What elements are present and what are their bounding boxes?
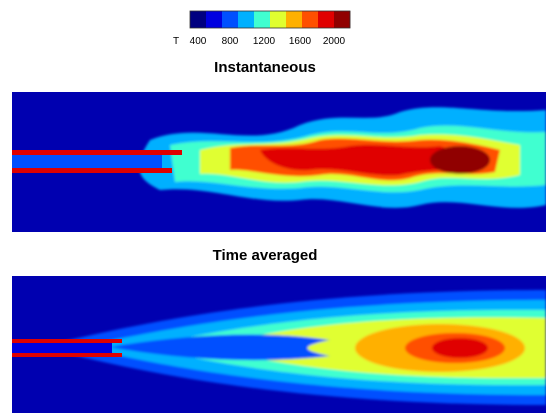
colorbar: 400 800 1200 1600 2000 [189, 10, 351, 47]
colorbar-segment [270, 11, 287, 28]
time-averaged-field [12, 276, 546, 413]
instantaneous-field [12, 92, 546, 232]
colorbar-segment [334, 11, 351, 28]
colorbar-segment [222, 11, 239, 28]
colorbar-segment [190, 11, 207, 28]
colorbar-tick: 800 [222, 36, 239, 47]
colorbar-label: T [173, 36, 179, 47]
colorbar-tick: 400 [190, 36, 207, 47]
colorbar-segment [318, 11, 335, 28]
colorbar-segment [302, 11, 319, 28]
colorbar-segment [206, 11, 223, 28]
colorbar-frame [189, 10, 351, 29]
colorbar-tick: 1200 [253, 36, 276, 47]
colorbar-segment [254, 11, 271, 28]
colorbar-segment [238, 11, 255, 28]
colorbar-tick: 1600 [289, 36, 312, 47]
panel-title: Time averaged [213, 247, 318, 264]
panel-title: Instantaneous [214, 59, 316, 76]
colorbar-segment [286, 11, 303, 28]
colorbar-tick: 2000 [323, 36, 346, 47]
